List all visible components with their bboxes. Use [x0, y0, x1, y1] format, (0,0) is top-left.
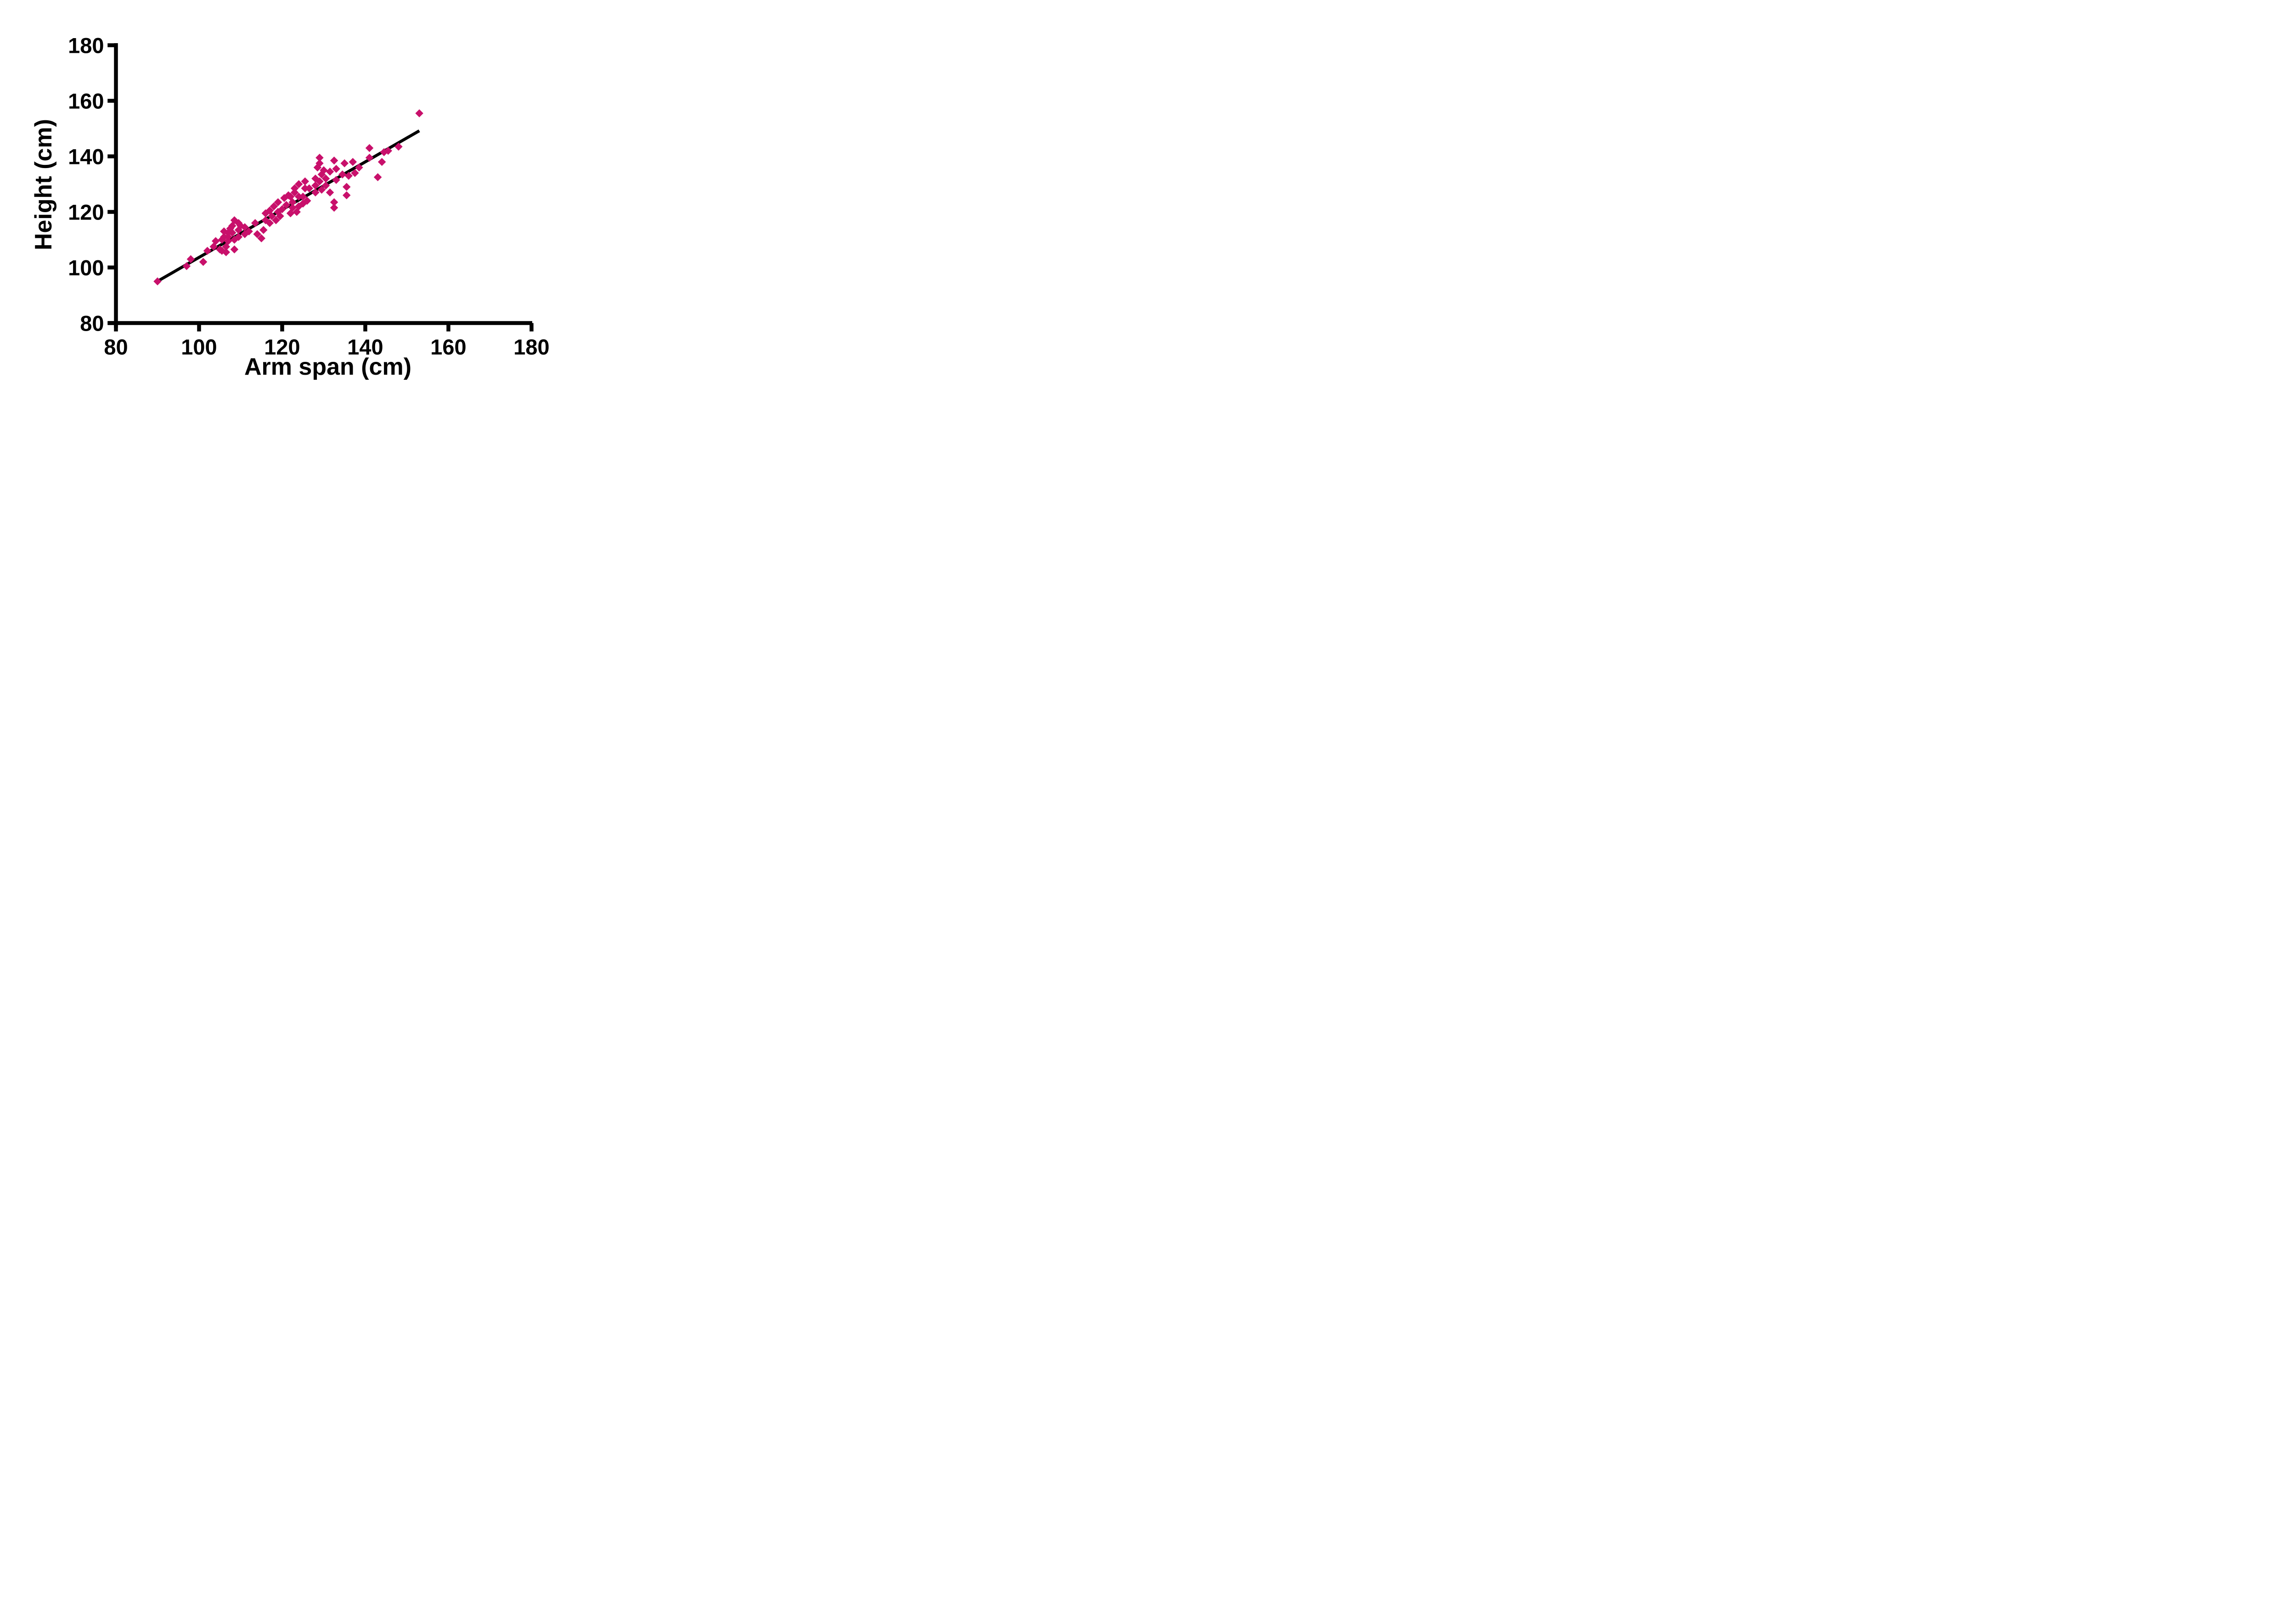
data-point	[330, 203, 338, 212]
data-point	[284, 191, 293, 199]
data-point	[274, 198, 282, 207]
data-point	[315, 153, 324, 162]
data-point	[351, 169, 359, 177]
data-point	[278, 205, 287, 214]
data-point	[330, 198, 338, 207]
x-tick-label: 100	[181, 335, 217, 359]
data-point	[365, 153, 374, 162]
data-point	[326, 168, 334, 176]
x-tick-label: 120	[264, 335, 300, 359]
data-point	[245, 227, 253, 236]
data-point	[332, 176, 340, 184]
data-point	[326, 188, 334, 197]
data-point	[394, 142, 403, 151]
data-point	[332, 164, 340, 173]
data-point	[321, 181, 330, 190]
data-point	[186, 255, 195, 264]
x-tick-label: 140	[347, 335, 383, 359]
x-tick-label: 80	[104, 335, 128, 359]
points-layer	[153, 109, 423, 286]
data-point	[301, 177, 310, 186]
data-point	[377, 158, 386, 166]
data-point	[330, 156, 338, 165]
data-point	[349, 158, 357, 166]
data-point	[224, 233, 232, 241]
data-point	[253, 230, 261, 238]
data-point	[294, 192, 303, 201]
data-point	[340, 159, 349, 168]
data-point	[153, 277, 162, 286]
data-point	[344, 172, 353, 180]
data-point	[282, 201, 291, 209]
data-point	[384, 146, 393, 155]
data-point	[265, 219, 274, 227]
data-point	[313, 163, 322, 172]
data-point	[301, 184, 310, 192]
data-point	[288, 203, 297, 212]
data-point	[230, 245, 239, 253]
x-tick-label: 180	[513, 335, 549, 359]
data-point	[299, 192, 307, 201]
data-point	[415, 109, 423, 118]
data-point	[199, 258, 208, 266]
y-tick-label: 100	[68, 256, 104, 280]
data-point	[338, 170, 347, 179]
data-point	[241, 223, 249, 231]
data-point	[211, 237, 220, 245]
chart-canvas: 80 100 120 140 160 180 80 100 120 140 160 180 Arm s…	[30, 34, 550, 381]
y-tick-label: 180	[68, 34, 104, 58]
data-point	[311, 188, 320, 197]
data-point	[228, 222, 236, 230]
x-axis-title: Arm span (cm)	[244, 354, 411, 380]
data-point	[290, 184, 299, 192]
data-point	[343, 191, 351, 199]
x-tick-label: 160	[430, 335, 466, 359]
data-point	[373, 173, 382, 181]
data-point	[315, 177, 324, 186]
data-point	[222, 248, 231, 256]
data-point	[294, 180, 303, 188]
data-point	[251, 219, 259, 227]
data-point	[270, 202, 278, 211]
data-point	[343, 183, 351, 191]
data-point	[305, 184, 314, 192]
data-point	[224, 237, 232, 245]
data-point	[311, 181, 320, 190]
data-point	[261, 209, 270, 218]
data-point	[365, 144, 374, 152]
scatter-chart-figure: 80 100 120 140 160 180 80 100 120 140 160 180 Arm s…	[18, 7, 593, 407]
data-point	[203, 247, 212, 255]
y-tick-label: 120	[68, 200, 104, 225]
data-point	[182, 262, 191, 270]
data-point	[272, 216, 280, 225]
y-axis-title: Height (cm)	[30, 119, 57, 250]
data-point	[317, 186, 326, 194]
y-tick-label: 160	[68, 89, 104, 113]
data-point	[303, 197, 311, 205]
data-point	[321, 174, 330, 183]
data-point	[220, 233, 228, 241]
data-point	[355, 163, 363, 172]
data-point	[228, 229, 236, 237]
axes-layer: 80 100 120 140 160 180 80 100 120 140 160 180	[68, 34, 550, 360]
y-tick-label: 140	[68, 145, 104, 169]
data-point	[320, 166, 328, 174]
y-tick-label: 80	[80, 311, 104, 336]
data-point	[288, 198, 297, 207]
data-point	[290, 188, 299, 197]
data-point	[259, 226, 268, 234]
